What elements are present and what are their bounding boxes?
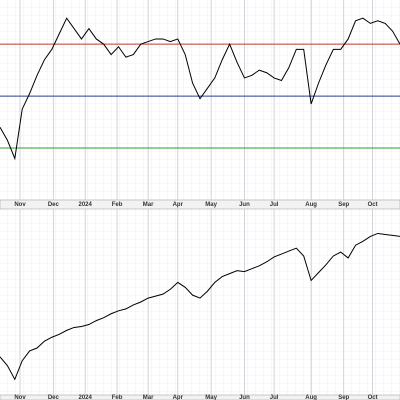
price-line [0,232,400,381]
grid-background [0,0,400,200]
x-tick-label: 2024 [79,202,93,208]
x-tick-label: Jul [270,202,279,208]
x-tick-label: Jun [239,395,250,400]
x-tick-label: Mar [143,395,154,400]
x-tick-label: Feb [112,395,123,400]
grid-background [0,209,400,395]
axis-band [0,394,400,400]
x-tick-label: Dec [48,395,60,400]
x-tick-label: May [205,395,217,400]
x-tick-label: Jul [270,395,279,400]
x-tick-label: Apr [173,202,184,208]
x-tick-label: Nov [14,395,26,400]
x-tick-label: Jun [239,202,250,208]
x-tick-label: Oct [368,202,378,208]
x-tick-label: May [205,202,217,208]
x-tick-label: Apr [173,395,184,400]
x-tick-label: Dec [48,202,60,208]
x-tick-label: Aug [305,395,317,400]
x-tick-label: Sep [338,202,349,208]
x-tick-label: Mar [143,202,154,208]
price-line [0,17,400,161]
x-tick-label: Sep [338,395,349,400]
x-tick-label: 2024 [79,395,93,400]
x-tick-label: Aug [305,202,317,208]
x-tick-label: Oct [368,395,378,400]
panel-separator [0,199,400,210]
x-tick-label: Feb [112,202,123,208]
x-tick-label: Nov [14,202,26,208]
